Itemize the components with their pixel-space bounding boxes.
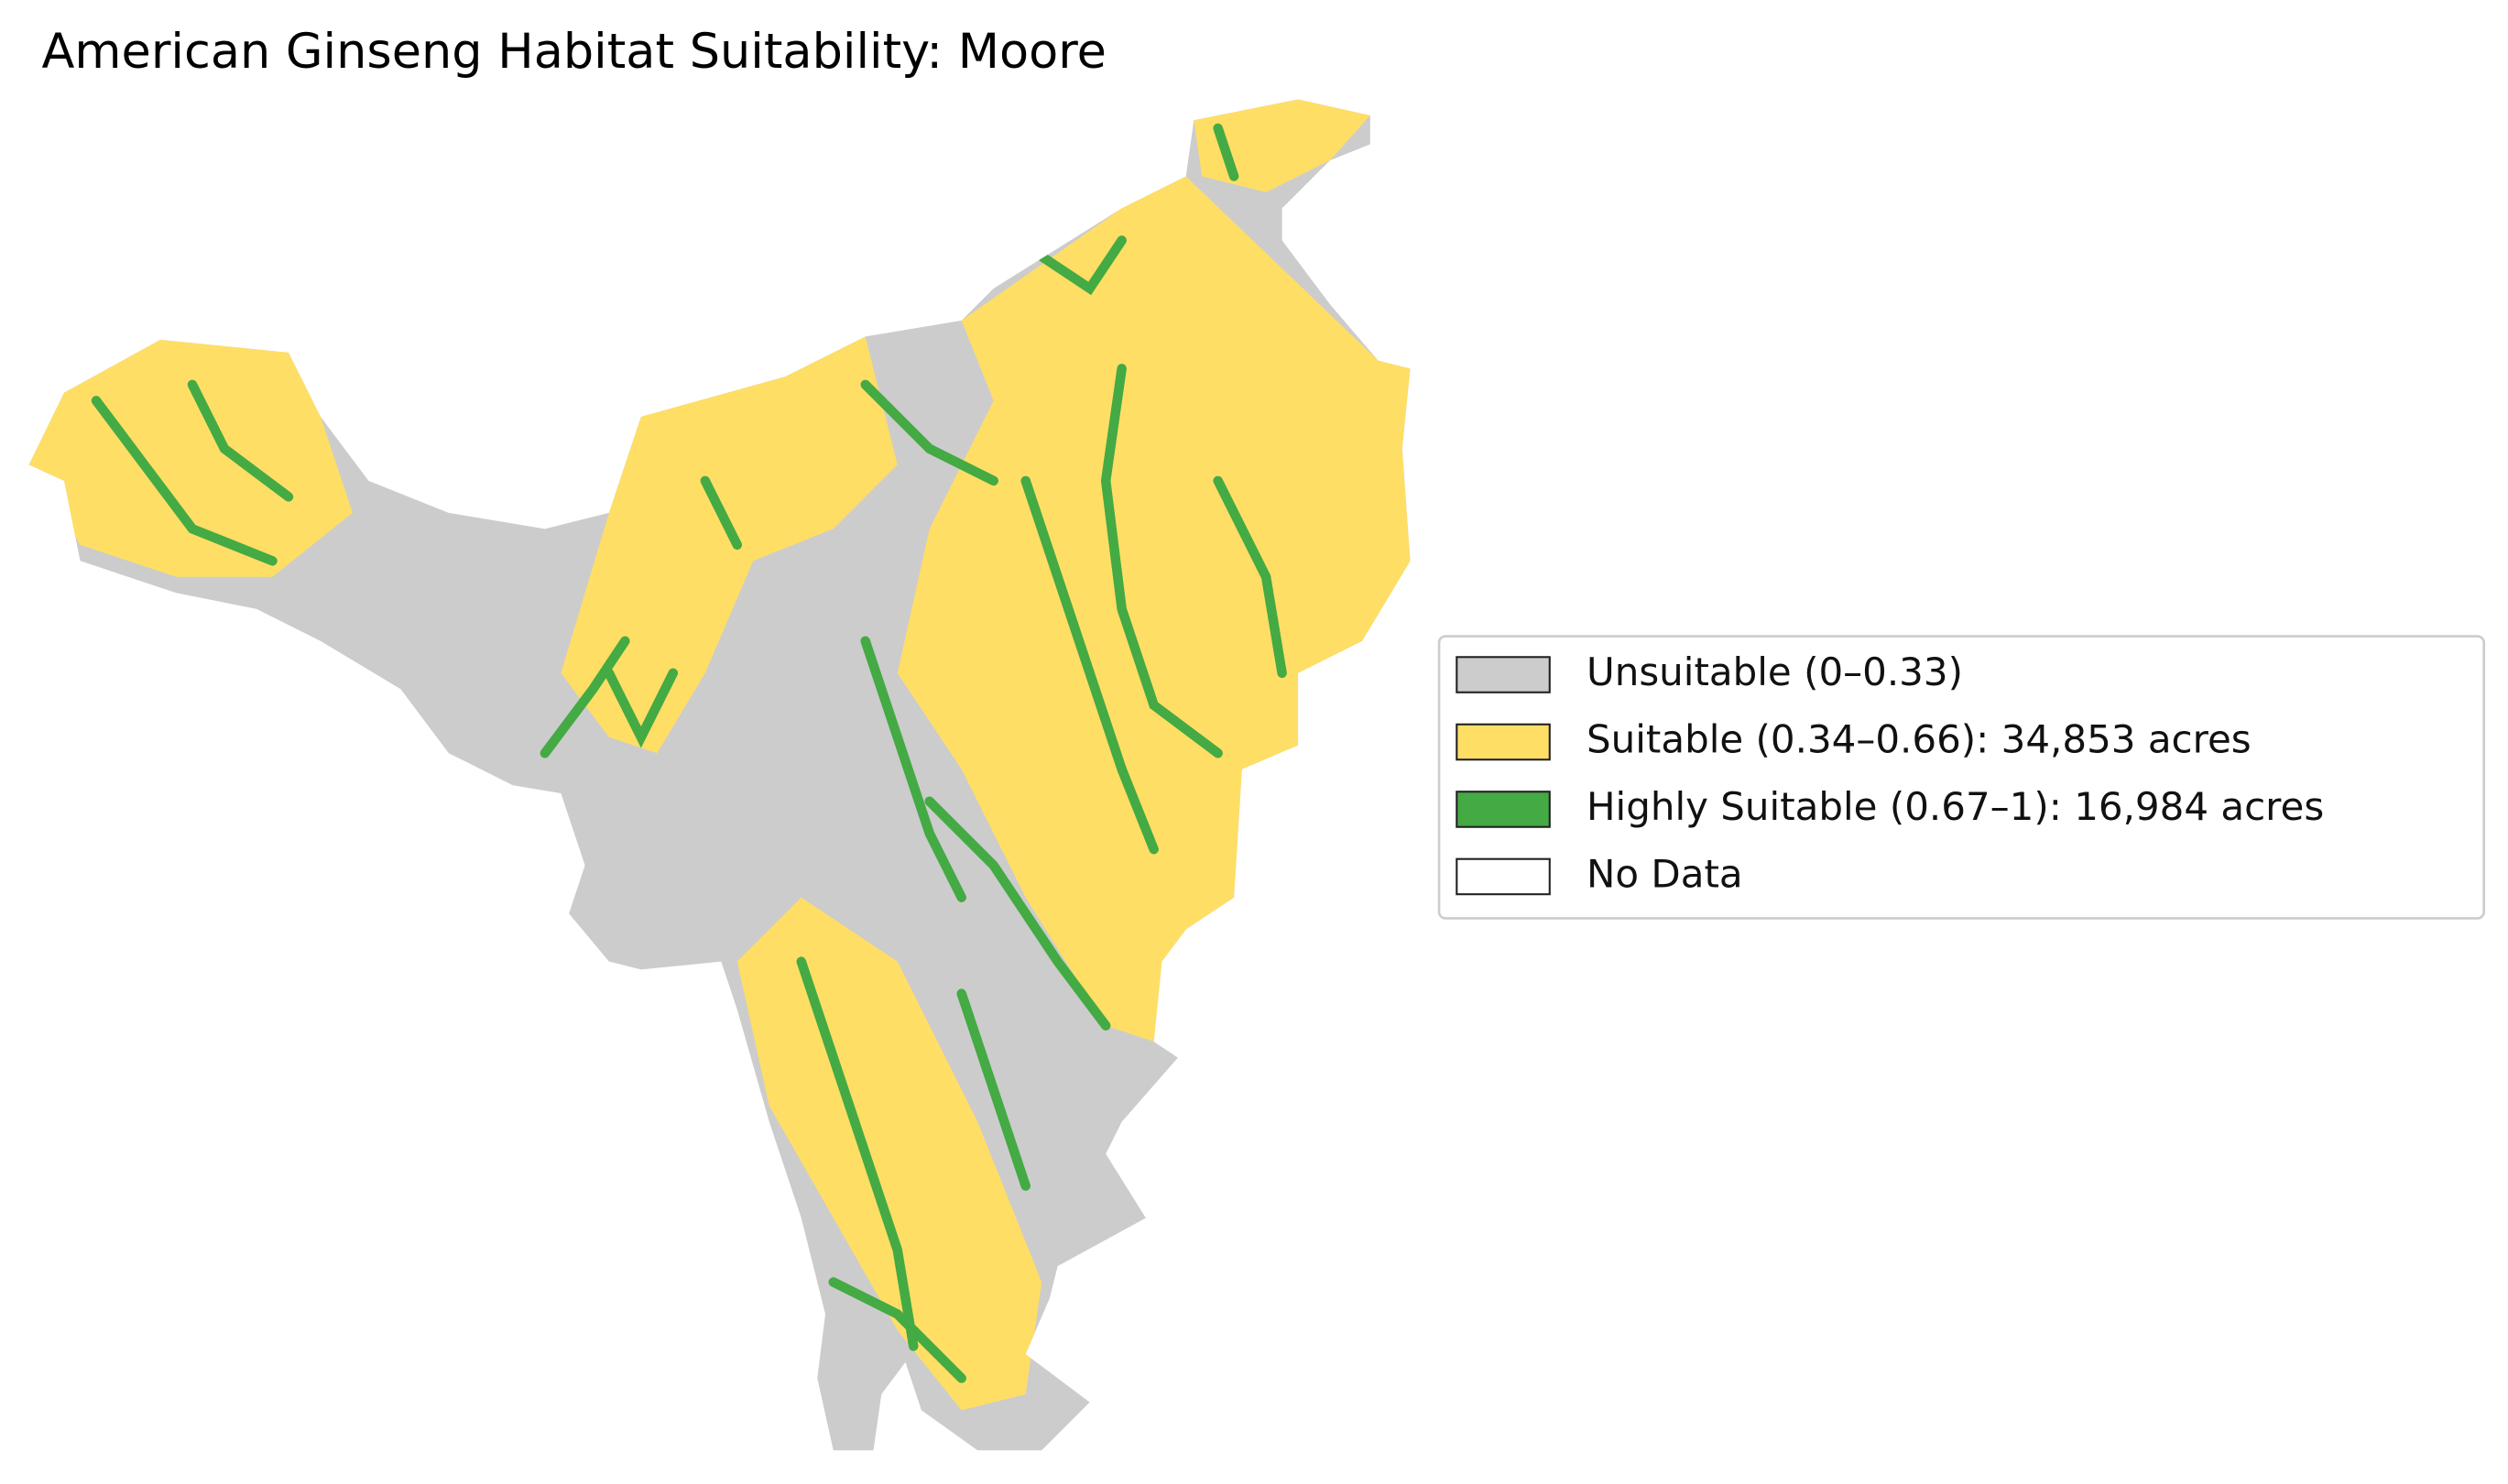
- suitable-areas: [28, 99, 1411, 1411]
- legend-swatch: [1456, 723, 1551, 761]
- legend-label: Suitable (0.34–0.66): 34,853 acres: [1587, 717, 2252, 762]
- legend-swatch: [1456, 656, 1551, 693]
- suitability-patches: [28, 99, 1411, 1411]
- legend: Unsuitable (0–0.33) Suitable (0.34–0.66):…: [1437, 635, 2486, 920]
- legend-swatch: [1456, 857, 1551, 896]
- county-map: [28, 99, 1411, 1451]
- legend-label: Unsuitable (0–0.33): [1587, 649, 1963, 694]
- legend-frame: [1437, 635, 2486, 920]
- legend-swatch: [1456, 791, 1551, 828]
- map-title: American Ginseng Habitat Suitability: Mo…: [42, 24, 1107, 80]
- legend-label: No Data: [1587, 851, 1743, 896]
- highly-suitable-areas: [91, 123, 1287, 1383]
- legend-label: Highly Suitable (0.67–1): 16,984 acres: [1587, 784, 2324, 829]
